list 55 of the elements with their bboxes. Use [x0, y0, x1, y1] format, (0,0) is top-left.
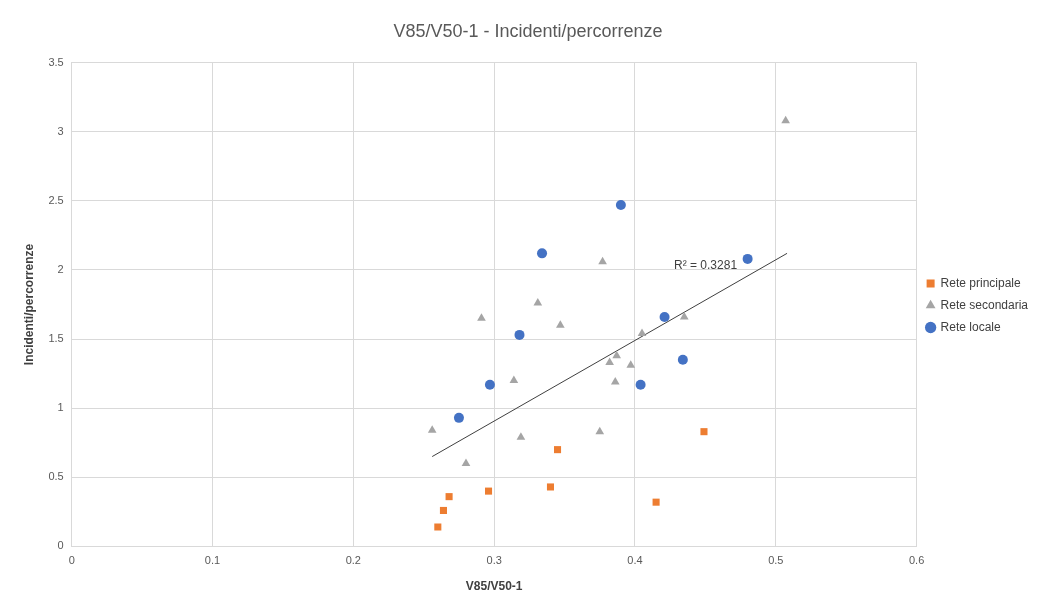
point — [477, 313, 486, 321]
point — [439, 506, 447, 514]
point — [598, 256, 607, 265]
point — [427, 425, 437, 433]
y-tick-label: 0 — [57, 539, 64, 552]
y-tick-label: 2.5 — [48, 193, 64, 206]
point — [612, 350, 621, 359]
point — [610, 376, 620, 385]
point — [605, 357, 614, 366]
y-tick-label: 3.5 — [48, 55, 64, 68]
point — [434, 523, 442, 531]
point — [484, 379, 495, 390]
point — [546, 483, 555, 491]
point — [677, 354, 688, 365]
y-tick-label: 1 — [57, 401, 64, 414]
x-tick-label: 0.2 — [345, 554, 361, 567]
point — [516, 432, 526, 440]
point — [652, 498, 660, 506]
y-tick-label: 0.5 — [48, 470, 64, 483]
legend-label: Rete secondaria — [940, 297, 1029, 312]
point — [484, 487, 493, 495]
x-tick-label: 0.3 — [486, 554, 502, 567]
chart-title: V85/V50-1 - Incidenti/percorrenze — [393, 20, 663, 41]
point — [553, 446, 562, 454]
legend-label: Rete principale — [940, 275, 1021, 290]
point — [781, 115, 790, 124]
x-tick-label: 0.4 — [627, 554, 643, 567]
annotation: R² = 0.3281 — [674, 257, 738, 272]
x-tick-label: 0 — [68, 554, 75, 567]
point — [595, 426, 605, 435]
point — [659, 311, 670, 322]
x-tick-label: 0.1 — [204, 554, 221, 567]
point — [637, 328, 647, 337]
point — [537, 248, 548, 259]
y-tick-label: 2 — [57, 262, 64, 275]
x-tick-label: 0.5 — [768, 554, 784, 567]
point — [461, 458, 471, 466]
point — [514, 329, 525, 340]
point — [556, 320, 565, 328]
point — [635, 379, 646, 390]
point — [509, 375, 519, 384]
y-tick-label: 3 — [57, 124, 64, 137]
point — [626, 360, 636, 368]
x-axis-title: V85/V50-1 — [465, 579, 523, 594]
point — [615, 199, 626, 210]
x-tick-label: 0.6 — [908, 554, 925, 567]
y-tick-label: 1.5 — [48, 332, 64, 345]
point — [445, 493, 453, 501]
point — [700, 428, 708, 436]
point — [679, 311, 689, 320]
point — [453, 412, 464, 423]
point — [742, 253, 753, 264]
y-axis-title: Incidenti/percorrenze — [21, 243, 36, 366]
legend-label: Rete locale — [940, 319, 1001, 334]
point — [533, 298, 543, 306]
